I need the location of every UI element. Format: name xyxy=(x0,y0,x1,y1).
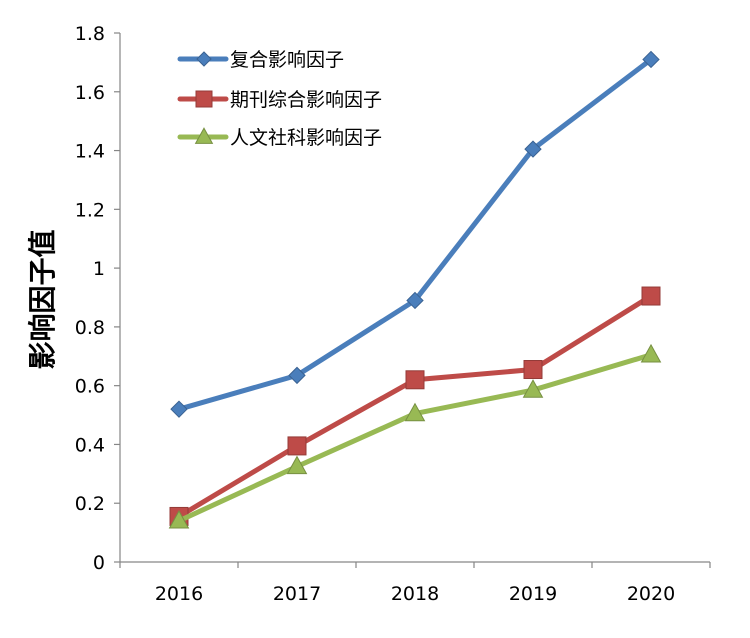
x-tick-label: 2016 xyxy=(155,583,203,605)
series-diamond xyxy=(170,50,660,418)
data-point-triangle xyxy=(522,379,544,398)
legend-marker xyxy=(195,90,213,108)
data-point-diamond xyxy=(406,291,424,310)
data-point-diamond xyxy=(642,50,660,69)
series-group xyxy=(168,50,662,529)
legend-marker xyxy=(194,127,214,144)
x-tick-label: 2017 xyxy=(273,583,321,605)
y-tick-label: 1 xyxy=(93,258,105,280)
data-point-triangle xyxy=(286,455,308,475)
data-point-diamond xyxy=(288,366,306,385)
legend-item: 期刊综合影响因子 xyxy=(177,89,382,111)
x-tick-label: 2019 xyxy=(509,583,557,605)
y-tick-label: 1.8 xyxy=(75,23,105,45)
data-point-square xyxy=(523,360,543,380)
legend-label: 人文社科影响因子 xyxy=(230,127,382,149)
y-tick-label: 0.4 xyxy=(75,434,105,456)
data-point-square xyxy=(287,436,307,456)
y-axis-label: 影响因子值 xyxy=(26,229,59,369)
y-tick-label: 1.2 xyxy=(75,199,105,221)
series-triangle xyxy=(168,343,662,529)
series-line xyxy=(176,56,654,412)
data-point-triangle xyxy=(640,343,662,363)
legend-item: 人文社科影响因子 xyxy=(177,127,382,149)
y-tick-label: 1.4 xyxy=(75,141,105,163)
data-point-triangle xyxy=(168,509,190,529)
data-point-diamond xyxy=(170,400,188,418)
legend-item: 复合影响因子 xyxy=(177,49,344,71)
legend-label: 复合影响因子 xyxy=(230,49,344,71)
y-tick-label: 0.2 xyxy=(75,493,105,515)
legend-marker xyxy=(196,51,212,67)
legend-label: 期刊综合影响因子 xyxy=(230,89,382,111)
data-point-square xyxy=(405,370,425,390)
data-point-diamond xyxy=(524,140,542,158)
y-tick-label: 1.6 xyxy=(75,82,105,104)
y-tick-label: 0.6 xyxy=(75,376,105,398)
y-axis-label-group: 影响因子值 xyxy=(26,229,59,369)
y-tick-label: 0.8 xyxy=(75,317,105,339)
axes: 0 0.2 0.4 0.6 0.8 1 1.2 1.4 1.6 1.8 2016 2017 2018 20… xyxy=(75,23,711,605)
data-point-triangle xyxy=(404,402,426,422)
data-point-square xyxy=(641,286,661,306)
x-tick-label: 2020 xyxy=(627,583,675,605)
x-tick-label: 2018 xyxy=(391,583,439,605)
y-tick-label: 0 xyxy=(93,552,105,574)
